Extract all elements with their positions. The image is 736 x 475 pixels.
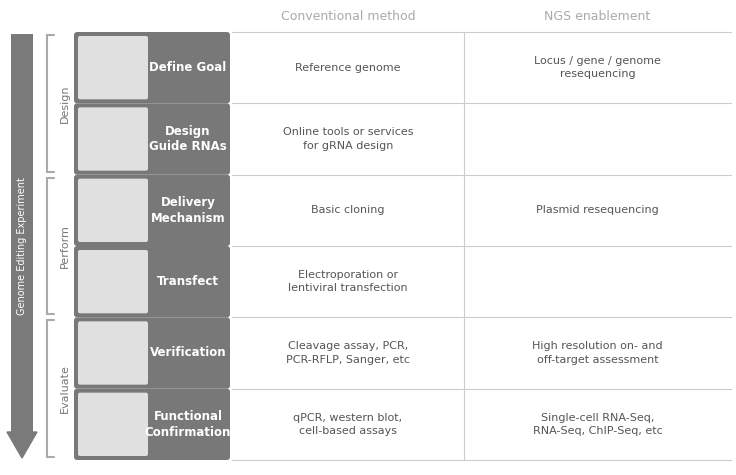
- Text: Plasmid resequencing: Plasmid resequencing: [536, 205, 659, 215]
- Text: Verification: Verification: [149, 346, 226, 360]
- Text: Online tools or services
for gRNA design: Online tools or services for gRNA design: [283, 127, 414, 151]
- Text: Design: Design: [60, 84, 70, 123]
- Polygon shape: [7, 432, 37, 458]
- FancyBboxPatch shape: [78, 36, 148, 99]
- Text: Cleavage assay, PCR,
PCR-RFLP, Sanger, etc: Cleavage assay, PCR, PCR-RFLP, Sanger, e…: [286, 342, 410, 365]
- Text: Single-cell RNA-Seq,
RNA-Seq, ChIP-Seq, etc: Single-cell RNA-Seq, RNA-Seq, ChIP-Seq, …: [533, 413, 662, 436]
- FancyBboxPatch shape: [78, 250, 148, 314]
- Text: Conventional method: Conventional method: [280, 10, 415, 22]
- FancyBboxPatch shape: [78, 321, 148, 385]
- Text: Reference genome: Reference genome: [295, 63, 401, 73]
- Text: Perform: Perform: [60, 224, 70, 268]
- FancyBboxPatch shape: [78, 179, 148, 242]
- Text: Electroporation or
lentiviral transfection: Electroporation or lentiviral transfecti…: [289, 270, 408, 293]
- FancyBboxPatch shape: [74, 32, 230, 104]
- Text: NGS enablement: NGS enablement: [545, 10, 651, 22]
- FancyBboxPatch shape: [74, 246, 230, 317]
- Text: High resolution on- and
off-target assessment: High resolution on- and off-target asses…: [532, 342, 663, 365]
- Text: Genome Editing Experiment: Genome Editing Experiment: [17, 177, 27, 315]
- Text: Delivery
Mechanism: Delivery Mechanism: [151, 196, 225, 225]
- FancyBboxPatch shape: [74, 317, 230, 389]
- FancyBboxPatch shape: [74, 175, 230, 246]
- Text: Design
Guide RNAs: Design Guide RNAs: [149, 124, 227, 153]
- Text: Transfect: Transfect: [157, 275, 219, 288]
- Text: Locus / gene / genome
resequencing: Locus / gene / genome resequencing: [534, 56, 661, 79]
- Text: qPCR, western blot,
cell-based assays: qPCR, western blot, cell-based assays: [294, 413, 403, 436]
- Text: Define Goal: Define Goal: [149, 61, 227, 74]
- Bar: [11, 34, 33, 432]
- FancyBboxPatch shape: [74, 389, 230, 460]
- FancyBboxPatch shape: [78, 107, 148, 171]
- FancyBboxPatch shape: [74, 104, 230, 175]
- Text: Functional
Confirmation: Functional Confirmation: [145, 410, 231, 439]
- FancyBboxPatch shape: [78, 393, 148, 456]
- Text: Basic cloning: Basic cloning: [311, 205, 385, 215]
- Text: Evaluate: Evaluate: [60, 364, 70, 413]
